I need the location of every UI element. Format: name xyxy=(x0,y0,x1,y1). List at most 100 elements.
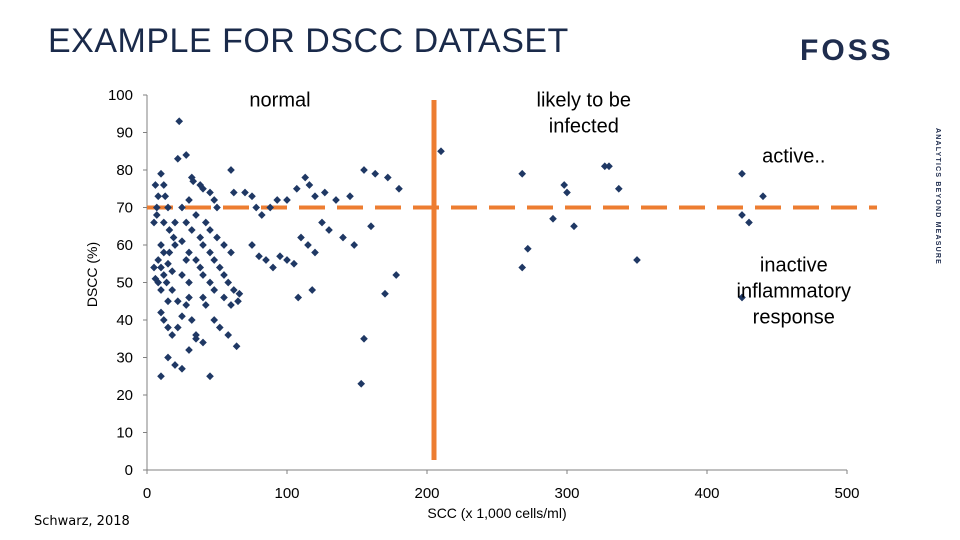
data-point xyxy=(150,263,158,272)
annotation-line: response xyxy=(753,306,835,328)
x-axis-title: SCC (x 1,000 cells/ml) xyxy=(427,505,566,521)
y-tick-label: 0 xyxy=(125,462,133,479)
y-tick-label: 70 xyxy=(116,200,133,217)
foss-logo: FOSS xyxy=(800,34,894,67)
data-point xyxy=(206,188,214,197)
data-point xyxy=(229,286,238,294)
data-point xyxy=(759,192,767,201)
data-point xyxy=(182,218,191,227)
data-point xyxy=(168,267,177,276)
data-point xyxy=(633,256,641,264)
annotation-line: inflammatory xyxy=(737,280,851,302)
annotation-label: inactive inflammatory response xyxy=(737,254,851,328)
data-point xyxy=(164,353,172,362)
data-point xyxy=(318,218,326,227)
data-point xyxy=(304,241,312,249)
y-tick-label: 10 xyxy=(116,425,133,442)
data-point xyxy=(185,278,193,287)
data-point xyxy=(283,256,291,264)
data-point xyxy=(311,248,319,257)
data-point xyxy=(173,323,182,332)
data-point xyxy=(332,196,340,204)
data-point xyxy=(178,271,186,279)
data-point xyxy=(185,248,193,257)
data-point xyxy=(206,278,214,287)
data-point xyxy=(185,293,193,302)
data-point xyxy=(305,181,314,189)
data-point xyxy=(560,181,569,189)
data-point xyxy=(241,188,249,197)
page-title: EXAMPLE FOR DSCC DATASET xyxy=(48,22,569,60)
data-point xyxy=(199,271,207,279)
data-point xyxy=(201,301,210,309)
data-point xyxy=(199,293,207,302)
data-point xyxy=(159,218,168,227)
y-axis-title: DSCC (%) xyxy=(84,242,100,307)
citation: Schwarz, 2018 xyxy=(34,514,130,529)
data-point xyxy=(192,331,200,339)
data-point xyxy=(395,184,403,193)
data-point xyxy=(255,252,263,261)
data-point xyxy=(178,237,186,246)
annotation-line: infected xyxy=(549,115,619,137)
x-tick-label: 100 xyxy=(274,485,299,502)
data-point xyxy=(360,166,368,174)
data-point xyxy=(157,286,165,294)
data-point xyxy=(192,256,200,264)
y-tick-label: 80 xyxy=(116,162,133,179)
data-point xyxy=(199,241,207,249)
data-point xyxy=(210,286,219,294)
x-tick-label: 300 xyxy=(554,485,579,502)
data-point xyxy=(292,184,301,193)
y-tick-label: 30 xyxy=(116,350,133,367)
data-point xyxy=(165,226,174,234)
data-point xyxy=(563,188,571,197)
data-point xyxy=(227,301,235,309)
data-point xyxy=(171,218,179,227)
x-tick-label: 500 xyxy=(834,485,859,502)
annotation-line: normal xyxy=(249,89,310,111)
data-point xyxy=(605,162,613,171)
data-point xyxy=(199,338,207,347)
data-point xyxy=(392,271,401,279)
annotation-label: normal xyxy=(249,89,310,111)
data-point xyxy=(168,286,177,294)
data-point xyxy=(311,192,319,201)
data-point xyxy=(600,162,609,171)
data-point xyxy=(206,226,214,234)
data-point xyxy=(152,211,161,219)
data-point xyxy=(262,256,270,264)
data-point xyxy=(206,248,214,257)
annotation-label: likely to be infected xyxy=(537,89,632,137)
y-tick-label: 60 xyxy=(116,237,133,254)
data-point xyxy=(294,293,303,302)
x-tick-label: 400 xyxy=(694,485,719,502)
data-point xyxy=(154,256,163,264)
data-point xyxy=(346,192,354,201)
y-tick-label: 40 xyxy=(116,312,133,329)
data-point xyxy=(570,222,578,231)
annotation-line: active.. xyxy=(762,146,825,168)
data-points xyxy=(150,117,767,388)
data-point xyxy=(227,166,235,174)
data-point xyxy=(350,241,359,249)
data-point xyxy=(232,342,241,351)
data-point xyxy=(220,293,228,302)
data-point xyxy=(283,196,291,204)
data-point xyxy=(549,214,557,223)
data-point xyxy=(182,151,191,159)
data-point xyxy=(308,286,317,294)
logo-tagline: ANALYTICS BEYOND MEASURE xyxy=(934,128,941,266)
data-point xyxy=(192,211,200,219)
data-point xyxy=(614,184,623,193)
data-point xyxy=(168,331,177,339)
x-tick-label: 0 xyxy=(143,485,151,502)
data-point xyxy=(248,192,256,201)
data-point xyxy=(151,181,160,189)
data-point xyxy=(187,316,196,324)
data-point xyxy=(360,334,368,343)
data-point xyxy=(182,301,191,309)
data-point xyxy=(301,173,310,182)
data-point xyxy=(173,297,182,306)
